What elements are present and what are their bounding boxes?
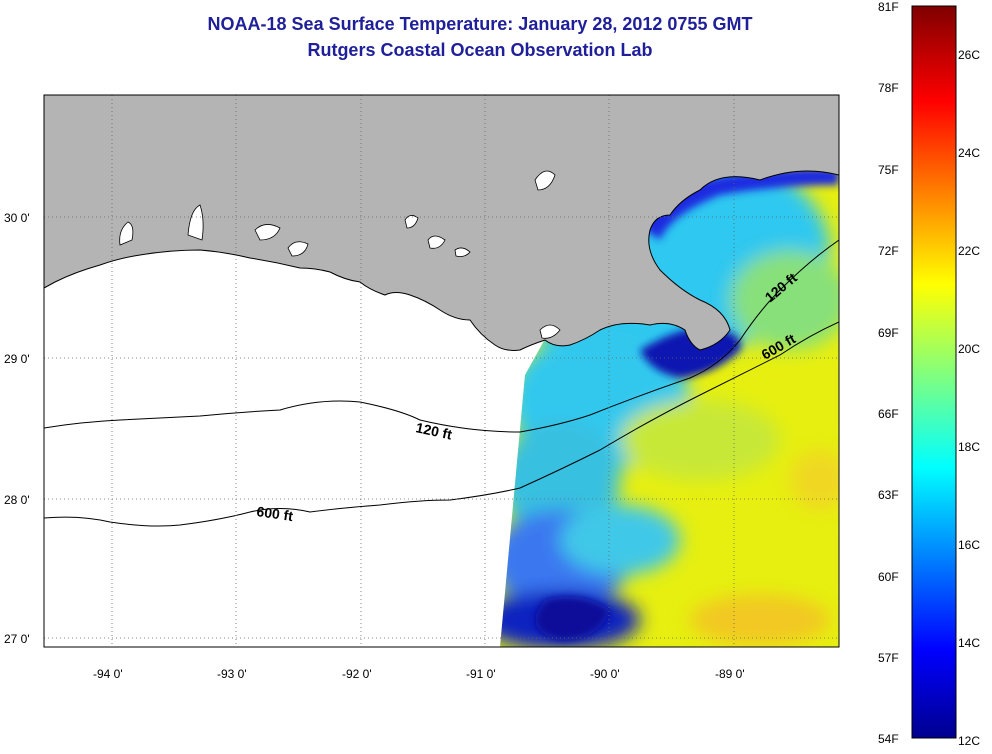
- contour-lines: [44, 239, 839, 527]
- colorbar-label-c: 18C: [958, 440, 980, 454]
- lon-tick-label: -90 0': [590, 667, 620, 681]
- land-mass: [44, 95, 839, 351]
- lat-tick-label: 28 0': [4, 493, 30, 507]
- lat-tick-label: 30 0': [4, 211, 30, 225]
- inland-water: [119, 170, 561, 339]
- lon-tick-label: -94 0': [93, 667, 123, 681]
- colorbar-label-c: 14C: [958, 636, 980, 650]
- lon-tick-label: -89 0': [715, 667, 745, 681]
- lat-tick-label: 27 0': [4, 632, 30, 646]
- colorbar: 81F 78F 75F 72F 69F 66F 63F 60F 57F 54F …: [878, 0, 980, 748]
- lat-tick-label: 29 0': [4, 352, 30, 366]
- colorbar-label-c: 24C: [958, 146, 980, 160]
- colorbar-label-f: 72F: [878, 244, 899, 258]
- colorbar-label-f: 66F: [878, 407, 899, 421]
- colorbar-label-f: 69F: [878, 326, 899, 340]
- colorbar-label-c: 20C: [958, 342, 980, 356]
- map-frame: [43, 94, 840, 648]
- lon-tick-label: -92 0': [342, 667, 372, 681]
- colorbar-label-f: 57F: [878, 651, 899, 665]
- colorbar-label-f: 81F: [878, 0, 899, 14]
- colorbar-label-f: 75F: [878, 163, 899, 177]
- colorbar-label-c: 12C: [958, 734, 980, 748]
- colorbar-label-f: 54F: [878, 732, 899, 746]
- lat-lon-grid: [44, 95, 839, 647]
- colorbar-label-f: 63F: [878, 488, 899, 502]
- colorbar-label-c: 26C: [958, 48, 980, 62]
- lon-tick-label: -93 0': [217, 667, 247, 681]
- contour-120ft-west: [44, 239, 839, 433]
- map-subtitle: Rutgers Coastal Ocean Observation Lab: [307, 40, 653, 60]
- colorbar-gradient: [911, 5, 957, 739]
- contour-600ft: [44, 321, 839, 527]
- colorbar-label-c: 22C: [958, 244, 980, 258]
- contour-label-600ft: 600 ft: [256, 503, 295, 524]
- colorbar-label-f: 60F: [878, 570, 899, 584]
- colorbar-label-c: 16C: [958, 538, 980, 552]
- map-title: NOAA-18 Sea Surface Temperature: January…: [207, 14, 753, 34]
- lon-tick-label: -91 0': [466, 667, 496, 681]
- contour-label-120ft: 120 ft: [414, 419, 453, 442]
- colorbar-label-f: 78F: [878, 81, 899, 95]
